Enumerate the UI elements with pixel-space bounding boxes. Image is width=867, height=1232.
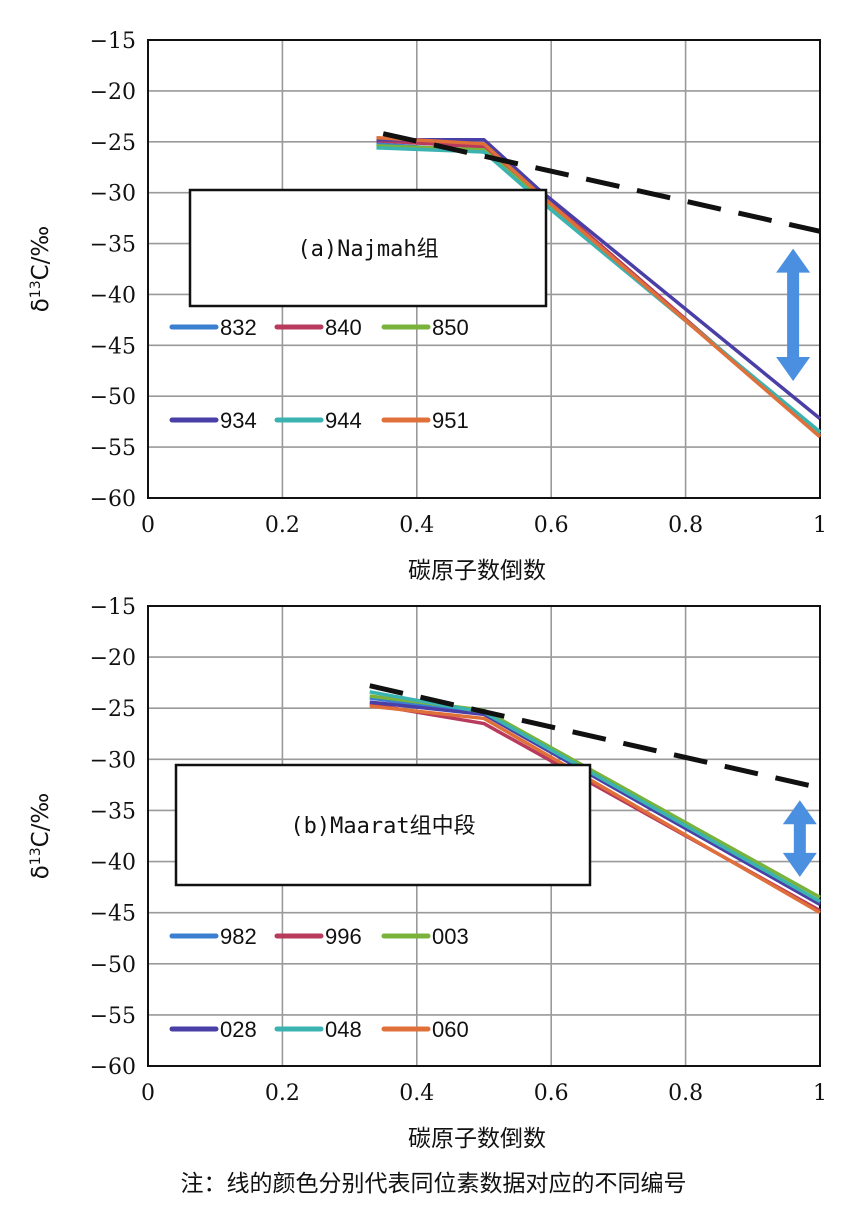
- y-tick-label: −25: [90, 131, 136, 156]
- double-arrow-shaft: [787, 270, 800, 359]
- series-line-028: [369, 700, 821, 907]
- y-tick-label: −35: [90, 799, 136, 824]
- y-tick-label: −45: [90, 902, 136, 927]
- double-arrow-head-down: [776, 356, 811, 381]
- x-tick-label: 0.4: [399, 1081, 434, 1106]
- legend-label-832: 832: [220, 315, 257, 340]
- y-tick-label: −45: [90, 334, 136, 359]
- legend-label-028: 028: [220, 1017, 257, 1042]
- x-tick-label: 1: [813, 513, 827, 538]
- legend-label-840: 840: [325, 315, 362, 340]
- panel-label-box: [188, 188, 548, 308]
- x-tick-label: 0: [141, 513, 155, 538]
- y-tick-label: −50: [90, 953, 136, 978]
- plot-frame: [147, 605, 821, 1067]
- x-tick-label: 0.6: [534, 513, 569, 538]
- y-axis-title: δ13C/‰: [28, 226, 54, 313]
- chart-panel-b: −15 −20 −25 −30 −35 −40 −45 −50 −55 −600 0.2 0.4 0.6…: [28, 595, 827, 1152]
- legend-label-850: 850: [432, 315, 469, 340]
- y-tick-label: −40: [90, 851, 136, 876]
- panel-label: (b)Maarat组中段: [290, 814, 475, 839]
- y-axis-title: δ13C/‰: [28, 793, 54, 880]
- legend-label-060: 060: [432, 1017, 469, 1042]
- y-tick-label: −55: [90, 1004, 136, 1029]
- x-axis-title: 碳原子数倒数: [408, 558, 546, 584]
- series-line-060: [369, 704, 821, 915]
- y-tick-label: −20: [90, 646, 136, 671]
- double-arrow-head-up: [776, 248, 811, 273]
- figure-note: 注：线的颜色分别代表同位素数据对应的不同编号: [180, 1171, 687, 1197]
- y-tick-label: −35: [90, 233, 136, 258]
- legend-label-996: 996: [325, 924, 362, 949]
- y-tick-label: −15: [90, 595, 136, 620]
- y-tick-label: −50: [90, 385, 136, 410]
- x-tick-label: 0.8: [668, 1081, 703, 1106]
- legend-label-982: 982: [220, 924, 257, 949]
- x-tick-label: 0.2: [265, 513, 300, 538]
- y-tick-label: −20: [90, 80, 136, 105]
- dashed-reference-line: [369, 683, 821, 791]
- x-tick-label: 0.6: [534, 1081, 569, 1106]
- series-line-951: [376, 135, 822, 439]
- legend-label-951: 951: [432, 408, 469, 433]
- x-tick-label: 0.8: [668, 513, 703, 538]
- y-tick-label: −40: [90, 283, 136, 308]
- y-tick-label: −30: [90, 748, 136, 773]
- y-tick-label: −25: [90, 697, 136, 722]
- y-tick-label: −30: [90, 182, 136, 207]
- panel-label-box: [174, 763, 592, 887]
- panel-label: (a)Najmah组: [297, 237, 438, 262]
- x-tick-label: 0.4: [399, 513, 434, 538]
- double-arrow-head-up: [782, 800, 817, 825]
- legend-label-003: 003: [432, 924, 469, 949]
- x-tick-label: 0: [141, 1081, 155, 1106]
- plot-frame: [147, 39, 821, 499]
- x-axis-title: 碳原子数倒数: [408, 1126, 546, 1152]
- legend-label-934: 934: [220, 408, 257, 433]
- double-arrow-head-down: [782, 852, 817, 877]
- double-arrow-shaft: [793, 822, 806, 855]
- y-tick-label: −15: [90, 29, 136, 54]
- dashed-reference-line: [382, 131, 821, 234]
- x-tick-label: 0.2: [265, 1081, 300, 1106]
- y-tick-label: −60: [90, 487, 136, 512]
- legend-label-944: 944: [325, 408, 362, 433]
- x-tick-label: 1: [813, 1081, 827, 1106]
- chart-panel-a: −15 −20 −25 −30 −35 −40 −45 −50 −55 −600 0.2 0.4 0.6…: [28, 29, 827, 584]
- y-tick-label: −55: [90, 436, 136, 461]
- legend-label-048: 048: [325, 1017, 362, 1042]
- y-tick-label: −60: [90, 1055, 136, 1080]
